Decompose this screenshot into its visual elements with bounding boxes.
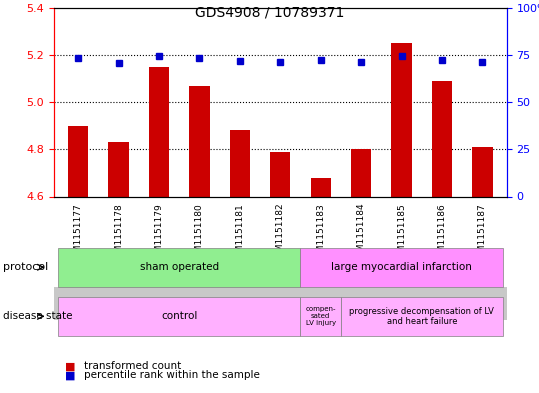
Text: control: control [161,311,197,321]
Bar [230,130,250,196]
Text: percentile rank within the sample: percentile rank within the sample [84,370,259,380]
Text: progressive decompensation of LV
and heart failure: progressive decompensation of LV and hea… [349,307,494,326]
Bar [432,81,452,196]
Bar [270,152,291,196]
Text: GDS4908 / 10789371: GDS4908 / 10789371 [195,6,344,20]
Bar [472,147,493,196]
Bar [149,67,169,196]
Bar [108,142,129,196]
Text: compen-
sated
LV injury: compen- sated LV injury [306,307,336,326]
Text: ■: ■ [65,361,75,371]
Text: protocol: protocol [3,262,48,272]
Text: disease state: disease state [3,311,72,321]
Bar [68,126,88,196]
Text: transformed count: transformed count [84,361,181,371]
Text: ■: ■ [65,370,75,380]
Bar [310,178,331,196]
Text: large myocardial infarction: large myocardial infarction [331,262,472,272]
Text: sham operated: sham operated [140,262,219,272]
Bar [351,149,371,196]
Bar [189,86,210,196]
Bar [391,43,412,196]
